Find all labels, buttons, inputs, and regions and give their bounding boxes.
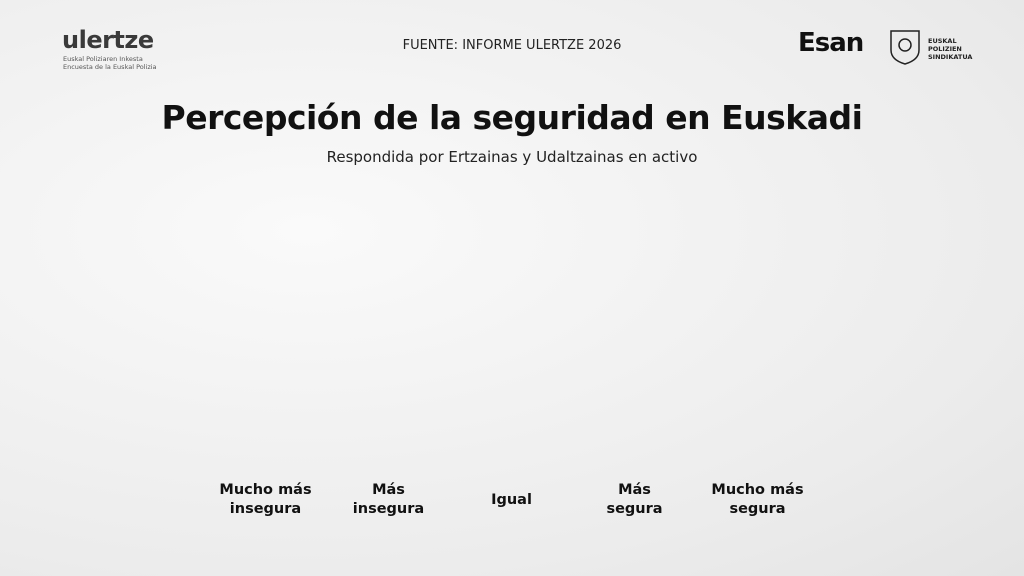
brand: Esan (798, 28, 864, 58)
x-tick-label: Igual (491, 491, 532, 508)
x-tick-label: Más segura (606, 482, 663, 517)
x-tick-label: Más insegura (352, 482, 425, 517)
logo-subtitle: Euskal Poliziaren Inkesta (63, 55, 143, 63)
chart-title: Percepción de la seguridad en Euskadi (161, 98, 863, 137)
x-tick-label: Mucho más insegura (219, 482, 312, 517)
shield-icon: 20,1 %38,3 %26,8 %12,3 %2,5 % (890, 30, 920, 65)
logo-subtitle: Encuesta de la Euskal Polizia (63, 63, 157, 71)
logo: ulertze (62, 26, 154, 54)
brand-subtitle: EUSKAL POLIZIEN SINDIKATUA (928, 37, 973, 61)
source: FUENTE: INFORME ULERTZE 2026 (402, 38, 622, 53)
chart-subtitle: Respondida por Ertzainas y Udaltzainas e… (326, 148, 698, 166)
x-tick-label: Mucho más segura (711, 482, 804, 517)
